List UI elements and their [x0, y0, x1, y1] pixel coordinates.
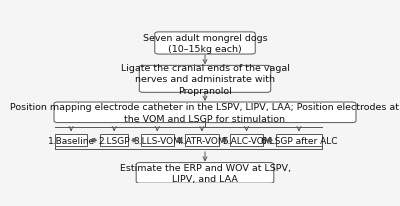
- FancyBboxPatch shape: [54, 103, 356, 123]
- Text: Position mapping electrode catheter in the LSPV, LIPV, LAA; Position electrodes : Position mapping electrode catheter in t…: [10, 103, 400, 123]
- FancyBboxPatch shape: [155, 33, 255, 55]
- FancyBboxPatch shape: [55, 135, 87, 146]
- Text: 2.LSGP: 2.LSGP: [98, 136, 130, 145]
- FancyBboxPatch shape: [276, 135, 322, 146]
- Text: 6.LSGP after ALC: 6.LSGP after ALC: [261, 136, 337, 145]
- FancyBboxPatch shape: [136, 163, 274, 183]
- FancyBboxPatch shape: [139, 66, 271, 93]
- FancyBboxPatch shape: [230, 135, 263, 146]
- Text: 1.Baseline: 1.Baseline: [48, 136, 95, 145]
- FancyBboxPatch shape: [100, 135, 128, 146]
- Text: Ligate the cranial ends of the vagal
nerves and administrate with
Propranolol: Ligate the cranial ends of the vagal ner…: [120, 64, 290, 95]
- Text: 4.ATR-VOM: 4.ATR-VOM: [178, 136, 226, 145]
- Text: 5.ALC-VOM: 5.ALC-VOM: [222, 136, 271, 145]
- Text: 3.LLS-VOM: 3.LLS-VOM: [133, 136, 181, 145]
- Text: Seven adult mongrel dogs
(10–15kg each): Seven adult mongrel dogs (10–15kg each): [143, 34, 267, 54]
- FancyBboxPatch shape: [140, 135, 174, 146]
- Text: Estimate the ERP and WOV at LSPV,
LIPV, and LAA: Estimate the ERP and WOV at LSPV, LIPV, …: [120, 163, 290, 183]
- FancyBboxPatch shape: [185, 135, 219, 146]
